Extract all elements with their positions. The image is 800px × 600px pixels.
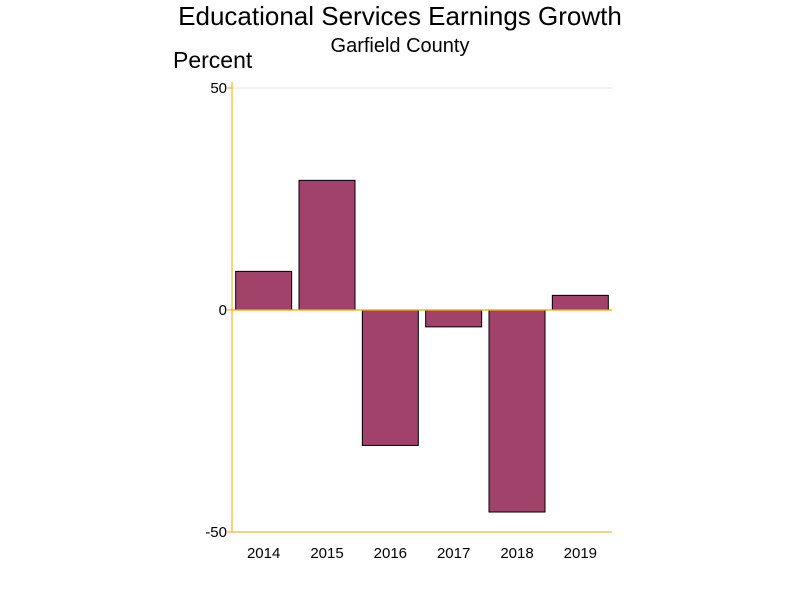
bar [235, 270, 293, 311]
bar [298, 179, 356, 311]
x-tick-label: 2015 [310, 545, 343, 562]
chart-title: Educational Services Earnings Growth [178, 1, 622, 31]
y-axis-label: Percent [173, 47, 253, 73]
chart-subtitle: Garfield County [331, 35, 470, 57]
x-tick-label: 2018 [500, 545, 533, 562]
y-tick-label: -50 [205, 524, 227, 541]
bar [551, 294, 609, 311]
bar [361, 309, 419, 446]
x-tick-label: 2017 [437, 545, 470, 562]
y-tick-label: 50 [210, 80, 227, 97]
bar [488, 309, 546, 513]
bar [425, 309, 483, 328]
x-tick-label: 2019 [564, 545, 597, 562]
y-tick-label: 0 [219, 302, 227, 319]
x-tick-label: 2016 [374, 545, 407, 562]
x-tick-label: 2014 [247, 545, 280, 562]
plot-area: -50 0 50 2014 2015 2016 2017 2018 2019 [205, 80, 612, 562]
